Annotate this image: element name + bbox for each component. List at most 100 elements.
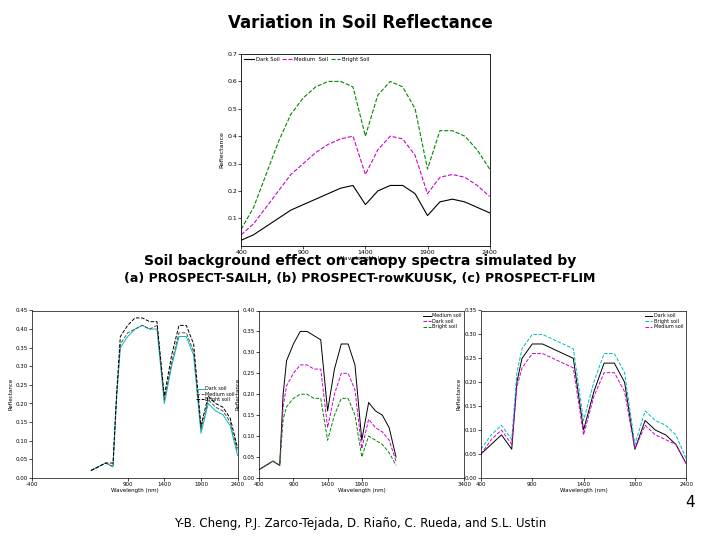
Medium soil <box>116 341 125 347</box>
Medium soil <box>651 431 660 438</box>
Medium  Soil <box>324 141 333 147</box>
Bright soil <box>487 431 495 438</box>
Dark soil <box>233 453 242 459</box>
Bright soil <box>145 319 154 325</box>
Dark soil <box>641 417 649 424</box>
Dark soil <box>317 366 325 373</box>
Medium soil <box>138 322 147 329</box>
Dark soil <box>269 458 277 464</box>
Dark soil <box>330 391 339 397</box>
Medium soil <box>175 329 184 336</box>
Bright soil <box>226 415 235 422</box>
Bright soil <box>123 322 132 329</box>
Bright soil <box>131 315 140 321</box>
Dark soil <box>275 462 284 469</box>
Dark soil <box>621 379 629 386</box>
Dark soil <box>310 366 318 373</box>
Bright soil <box>153 319 161 325</box>
Line: Bright soil: Bright soil <box>91 318 238 470</box>
Medium soil <box>528 350 536 357</box>
Bright Soil <box>410 105 419 112</box>
Dark soil <box>112 393 121 399</box>
Medium  Soil <box>287 171 295 178</box>
Medium soil <box>518 364 526 371</box>
X-axis label: Wavelength (nm): Wavelength (nm) <box>338 489 386 494</box>
Dark soil <box>86 467 95 474</box>
Medium soil <box>310 332 318 339</box>
Medium soil <box>317 336 325 343</box>
Medium soil <box>621 389 629 395</box>
Dark soil <box>672 441 680 448</box>
Medium soil <box>153 322 161 329</box>
Medium  Soil <box>386 133 395 139</box>
Medium  Soil <box>361 171 370 178</box>
Bright soil <box>116 333 125 340</box>
Dark Soil <box>336 185 345 191</box>
Medium soil <box>344 341 353 347</box>
Bright Soil <box>485 166 494 172</box>
Medium soil <box>580 431 588 438</box>
Bright soil <box>86 467 95 474</box>
Medium soil <box>323 408 332 414</box>
Legend: Medium soil, Dark soil, Bright soil: Medium soil, Dark soil, Bright soil <box>423 313 462 330</box>
Medium soil <box>261 462 270 469</box>
Medium soil <box>289 341 298 347</box>
Dark soil <box>580 427 588 433</box>
Medium soil <box>569 364 577 371</box>
Dark soil <box>296 362 305 368</box>
Dark soil <box>662 431 670 438</box>
Dark Soil <box>274 215 283 221</box>
Medium soil <box>94 463 103 470</box>
Bright Soil <box>336 78 345 85</box>
Medium soil <box>672 441 680 448</box>
Medium soil <box>590 393 598 400</box>
Line: Bright soil: Bright soil <box>259 394 396 469</box>
Bright soil <box>508 436 516 443</box>
Medium  Soil <box>423 191 432 197</box>
X-axis label: Wavelength (nm): Wavelength (nm) <box>338 256 392 261</box>
Bright soil <box>279 416 287 422</box>
Y-axis label: Reflectance: Reflectance <box>235 378 240 410</box>
Medium soil <box>211 404 220 410</box>
Dark soil <box>167 363 176 369</box>
Medium  Soil <box>237 232 246 238</box>
Line: Dark soil: Dark soil <box>481 344 686 463</box>
Dark soil <box>497 431 505 438</box>
Dark soil <box>631 446 639 453</box>
Bright soil <box>651 417 660 424</box>
Medium  Soil <box>262 204 271 211</box>
Bright soil <box>364 433 373 440</box>
Bright soil <box>282 403 291 410</box>
Medium soil <box>378 412 387 418</box>
Dark Soil <box>249 232 258 238</box>
Dark soil <box>682 460 690 467</box>
Medium soil <box>600 369 608 376</box>
Dark soil <box>590 389 598 395</box>
Dark Soil <box>436 199 444 205</box>
Dark Soil <box>423 212 432 219</box>
Line: Medium soil: Medium soil <box>91 326 238 470</box>
Bright soil <box>330 412 339 418</box>
Dark soil <box>508 446 516 453</box>
Dark soil <box>219 411 228 418</box>
Medium soil <box>559 360 567 366</box>
Legend: Dark soil, Medium soil, Bright soil: Dark soil, Medium soil, Bright soil <box>196 386 235 403</box>
Bright soil <box>539 331 547 338</box>
Bright Soil <box>398 84 407 90</box>
Dark soil <box>569 355 577 362</box>
Medium  Soil <box>398 136 407 142</box>
Medium soil <box>197 426 205 433</box>
Bright Soil <box>262 171 271 178</box>
Text: Y-B. Cheng, P.J. Zarco-Tejada, D. Riaño, C. Rueda, and S.L. Ustin: Y-B. Cheng, P.J. Zarco-Tejada, D. Riaño,… <box>174 517 546 530</box>
Dark soil <box>197 430 205 436</box>
Line: Medium soil: Medium soil <box>259 332 396 469</box>
Medium  Soil <box>410 152 419 159</box>
Medium soil <box>330 366 339 373</box>
Bright soil <box>580 417 588 424</box>
Bright soil <box>233 445 242 451</box>
Bright soil <box>296 391 305 397</box>
Dark Soil <box>473 204 482 211</box>
Line: Bright Soil: Bright Soil <box>241 82 490 230</box>
Medium  Soil <box>473 182 482 188</box>
Medium soil <box>641 422 649 429</box>
